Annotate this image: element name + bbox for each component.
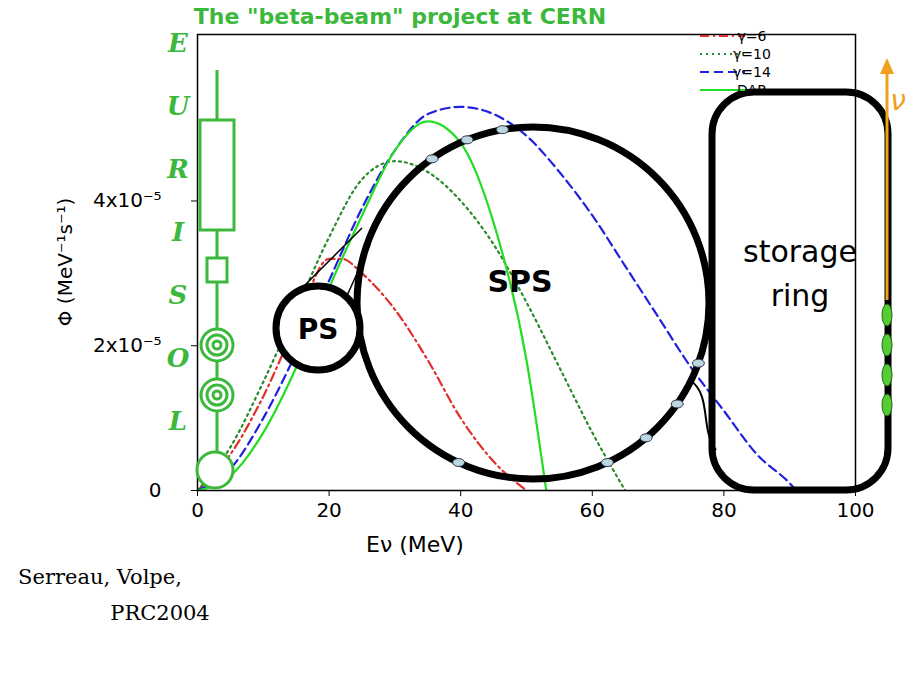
svg-text:U: U <box>167 91 191 121</box>
svg-text:Φ (MeV⁻¹s⁻¹): Φ (MeV⁻¹s⁻¹) <box>53 198 77 327</box>
svg-text:γ=14: γ=14 <box>733 64 771 80</box>
svg-text:The "beta-beam" project at CER: The "beta-beam" project at CERN <box>194 4 606 29</box>
svg-text:Serreau, Volpe,: Serreau, Volpe, <box>18 565 182 589</box>
svg-text:DAR: DAR <box>737 82 767 98</box>
svg-text:SPS: SPS <box>487 264 552 299</box>
svg-text:I: I <box>171 217 185 247</box>
svg-text:2x10⁻⁵: 2x10⁻⁵ <box>93 333 162 357</box>
svg-text:R: R <box>166 154 189 184</box>
svg-text:γ=10: γ=10 <box>733 46 771 62</box>
svg-text:0: 0 <box>191 498 204 522</box>
svg-text:0: 0 <box>149 478 162 502</box>
svg-text:ν: ν <box>890 84 906 117</box>
svg-text:O: O <box>167 343 190 373</box>
svg-text:E: E <box>167 28 189 58</box>
svg-text:4x10⁻⁵: 4x10⁻⁵ <box>93 188 162 212</box>
svg-text:PS: PS <box>298 313 339 346</box>
svg-text:80: 80 <box>711 498 736 522</box>
svg-text:PRC2004: PRC2004 <box>110 601 209 625</box>
svg-text:40: 40 <box>448 498 473 522</box>
svg-text:S: S <box>169 280 188 310</box>
svg-text:Eν (MeV): Eν (MeV) <box>366 532 464 557</box>
svg-text:60: 60 <box>580 498 605 522</box>
svg-text:storage: storage <box>743 234 857 269</box>
svg-text:100: 100 <box>836 498 874 522</box>
svg-text:L: L <box>168 406 187 436</box>
svg-text:γ=6: γ=6 <box>738 28 767 44</box>
svg-text:ring: ring <box>771 278 830 313</box>
svg-text:20: 20 <box>316 498 341 522</box>
